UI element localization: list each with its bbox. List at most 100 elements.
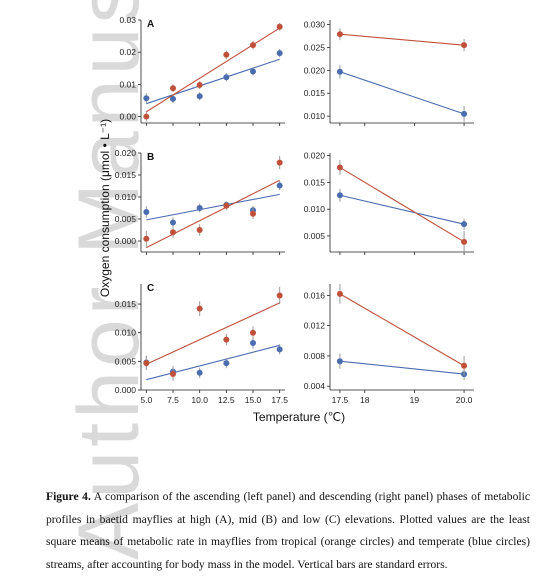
y-tick-label-a-right: 0.025 <box>304 42 326 52</box>
panel-A-left: 0.00 0.01 0.02 0.03 A <box>119 15 285 126</box>
x-tick-label-c-right: 19 <box>410 395 420 405</box>
data-point-tropical-c-left <box>143 360 150 367</box>
fit-line-tropical-a-left <box>146 27 280 113</box>
data-point-tropical-a-left <box>196 82 203 89</box>
y-tick-label-c-right: 0.012 <box>304 321 326 331</box>
data-point-temperate-b-left <box>143 208 150 215</box>
fit-line-temperate-b-right <box>339 194 465 225</box>
data-point-tropical-c-right <box>336 290 343 297</box>
panel-A-right: 0.010 0.015 0.020 0.025 0.030 <box>304 20 474 126</box>
panels: 0.000.010.020.03 A0.0100.0150.0200.0250.0… <box>115 15 474 405</box>
data-point-tropical-c-right <box>461 362 468 369</box>
y-tick-label-b-left: 0.015 <box>115 170 137 180</box>
caption-label: Figure 4. <box>46 490 91 503</box>
y-tick-label-c-left: 0.000 <box>115 385 137 395</box>
y-tick-label-c-left: 0.015 <box>115 299 137 309</box>
data-point-temperate-a-left <box>196 93 203 100</box>
fit-line-temperate-c-left <box>146 344 280 381</box>
y-tick-label-a-left: 0.03 <box>119 15 136 25</box>
data-point-temperate-b-right <box>336 192 343 199</box>
data-point-tropical-b-left <box>143 235 150 242</box>
x-tick-label-c-right: 20.0 <box>456 395 473 405</box>
data-point-temperate-c-left <box>250 340 256 347</box>
y-tick-label-a-right: 0.015 <box>304 88 326 98</box>
y-tick-label-b-left: 0.000 <box>115 236 137 246</box>
data-point-tropical-a-left <box>143 113 150 120</box>
panel-label-a: A <box>147 19 154 30</box>
data-point-temperate-b-left <box>170 219 176 226</box>
panel-B-right: 0.005 0.010 0.015 0.020 <box>304 151 474 255</box>
fit-line-tropical-b-right <box>339 166 465 243</box>
y-tick-label-c-left: 0.010 <box>115 328 137 338</box>
data-point-tropical-a-right <box>336 31 343 38</box>
caption-text: A comparison of the ascending (left pane… <box>46 490 530 571</box>
data-point-tropical-a-left <box>250 42 256 49</box>
fit-line-temperate-c-right <box>339 360 465 375</box>
y-axis-title: Oxygen consumption (μmol • L⁻¹) <box>98 119 112 297</box>
data-point-temperate-c-left <box>223 360 230 367</box>
x-tick-label-c-left: 12.5 <box>218 395 235 405</box>
data-point-temperate-a-left <box>170 95 176 102</box>
y-tick-label-c-right: 0.016 <box>304 290 326 300</box>
data-point-temperate-c-left <box>196 369 203 376</box>
data-point-tropical-a-left <box>276 23 283 30</box>
y-tick-label-a-right: 0.030 <box>304 20 326 30</box>
data-point-temperate-c-left <box>276 346 283 353</box>
y-tick-label-a-left: 0.00 <box>119 112 136 122</box>
data-point-tropical-b-left <box>276 159 283 166</box>
data-point-tropical-b-left <box>170 229 176 236</box>
y-tick-label-c-left: 0.005 <box>115 356 137 366</box>
data-point-tropical-c-left <box>170 370 176 377</box>
y-tick-label-a-right: 0.020 <box>304 65 326 75</box>
panel-C-right: 0.004 0.008 0.012 0.016 17.5 18 19 20.0 <box>304 284 474 405</box>
fit-line-tropical-c-right <box>339 293 465 367</box>
y-tick-label-b-right: 0.020 <box>304 151 326 161</box>
data-point-temperate-a-right <box>336 68 343 75</box>
y-tick-label-a-right: 0.010 <box>304 111 326 121</box>
fit-line-tropical-b-left <box>146 179 280 249</box>
data-point-temperate-b-right <box>461 221 468 228</box>
y-tick-label-c-right: 0.004 <box>304 381 326 391</box>
panel-label-b: B <box>147 152 154 163</box>
data-point-tropical-a-right <box>461 42 468 49</box>
data-point-temperate-a-left <box>276 50 283 57</box>
fit-line-temperate-b-left <box>146 193 280 221</box>
x-tick-label-c-left: 10.0 <box>191 395 208 405</box>
panel-label-c: C <box>147 283 154 294</box>
data-point-temperate-b-left <box>196 205 203 211</box>
y-tick-label-a-left: 0.02 <box>119 47 136 57</box>
x-tick-label-c-left: 5.0 <box>140 395 152 405</box>
y-tick-label-b-left: 0.020 <box>115 148 137 158</box>
x-tick-label-c-left: 15.0 <box>245 395 262 405</box>
x-tick-label-c-left: 17.5 <box>271 395 288 405</box>
panel-B-left: 0.000 0.005 0.010 0.015 0.020 B <box>115 148 285 255</box>
data-point-temperate-b-left <box>276 182 283 189</box>
figure-caption: Figure 4. A comparison of the ascending … <box>46 486 530 576</box>
y-tick-label-b-right: 0.010 <box>304 204 326 214</box>
fit-line-tropical-c-left <box>146 302 280 365</box>
data-point-tropical-b-left <box>196 227 203 233</box>
data-point-temperate-c-right <box>336 358 343 365</box>
y-tick-label-b-right: 0.005 <box>304 231 326 241</box>
y-tick-label-a-left: 0.01 <box>119 79 136 89</box>
y-tick-label-b-right: 0.015 <box>304 177 326 187</box>
data-point-temperate-a-left <box>223 74 230 81</box>
data-point-tropical-b-left <box>250 210 256 217</box>
data-point-tropical-c-left <box>250 329 256 336</box>
data-point-temperate-a-right <box>461 110 468 117</box>
fit-line-temperate-a-right <box>339 71 465 115</box>
x-tick-label-c-right: 17.5 <box>332 395 349 405</box>
x-tick-label-c-right: 18 <box>360 395 370 405</box>
fit-line-temperate-a-left <box>146 58 280 105</box>
data-point-tropical-a-left <box>223 51 230 58</box>
data-point-tropical-c-left <box>223 336 230 343</box>
data-point-tropical-a-left <box>170 85 176 92</box>
y-tick-label-c-right: 0.008 <box>304 351 326 361</box>
y-tick-label-b-left: 0.005 <box>115 214 137 224</box>
data-point-tropical-c-left <box>196 305 203 312</box>
data-point-tropical-b-right <box>461 238 468 245</box>
data-point-tropical-c-left <box>276 292 283 299</box>
data-point-temperate-a-left <box>250 68 256 75</box>
y-tick-label-b-left: 0.010 <box>115 192 137 202</box>
x-tick-label-c-left: 7.5 <box>167 395 179 405</box>
